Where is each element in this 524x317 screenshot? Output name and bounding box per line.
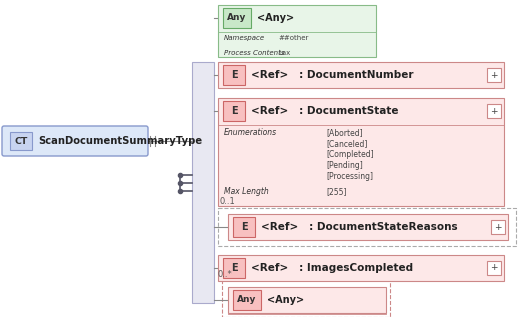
FancyBboxPatch shape	[228, 287, 386, 313]
Text: E: E	[241, 222, 247, 232]
FancyBboxPatch shape	[223, 65, 245, 85]
Text: <Ref>   : DocumentNumber: <Ref> : DocumentNumber	[251, 70, 413, 80]
Text: <Ref>   : ImagesCompleted: <Ref> : ImagesCompleted	[251, 263, 413, 273]
Text: +: +	[494, 223, 502, 231]
FancyBboxPatch shape	[487, 68, 501, 82]
Text: +: +	[490, 263, 498, 273]
Text: ScanDocumentSummaryType: ScanDocumentSummaryType	[38, 136, 202, 146]
Text: [Completed]: [Completed]	[326, 150, 374, 159]
FancyBboxPatch shape	[223, 258, 245, 278]
Text: +: +	[490, 70, 498, 80]
FancyBboxPatch shape	[192, 62, 214, 303]
FancyBboxPatch shape	[228, 214, 508, 240]
FancyBboxPatch shape	[218, 255, 504, 281]
Text: Namespace: Namespace	[224, 35, 265, 41]
Text: Max Length: Max Length	[224, 187, 269, 196]
Text: [Canceled]: [Canceled]	[326, 139, 368, 148]
FancyBboxPatch shape	[233, 217, 255, 237]
FancyBboxPatch shape	[487, 104, 501, 118]
Text: [Pending]: [Pending]	[326, 161, 364, 170]
FancyBboxPatch shape	[223, 8, 251, 28]
FancyBboxPatch shape	[218, 5, 376, 57]
Text: E: E	[231, 263, 237, 273]
Text: Any: Any	[227, 14, 247, 23]
FancyBboxPatch shape	[10, 132, 32, 150]
Text: Lax: Lax	[278, 50, 290, 56]
FancyBboxPatch shape	[218, 62, 504, 88]
Text: Any: Any	[237, 295, 257, 305]
FancyBboxPatch shape	[2, 126, 148, 156]
Text: Enumerations: Enumerations	[224, 128, 277, 137]
Text: [Processing]: [Processing]	[326, 172, 374, 181]
Text: E: E	[231, 106, 237, 116]
Text: +: +	[490, 107, 498, 115]
Text: 0..*: 0..*	[218, 270, 233, 279]
Text: [Aborted]: [Aborted]	[326, 128, 363, 137]
FancyBboxPatch shape	[223, 101, 245, 121]
Text: <Any>: <Any>	[267, 295, 304, 305]
Text: <Ref>   : DocumentStateReasons: <Ref> : DocumentStateReasons	[261, 222, 457, 232]
Text: <Ref>   : DocumentState: <Ref> : DocumentState	[251, 106, 398, 116]
Text: CT: CT	[14, 137, 28, 146]
Text: Process Contents: Process Contents	[224, 50, 285, 56]
FancyBboxPatch shape	[218, 98, 504, 206]
Text: ##other: ##other	[278, 35, 309, 41]
FancyBboxPatch shape	[487, 261, 501, 275]
FancyBboxPatch shape	[233, 290, 261, 310]
Text: <Any>: <Any>	[257, 13, 294, 23]
FancyBboxPatch shape	[491, 220, 505, 234]
Text: E: E	[231, 70, 237, 80]
Text: 0..1: 0..1	[220, 197, 236, 206]
Text: [255]: [255]	[326, 187, 347, 196]
